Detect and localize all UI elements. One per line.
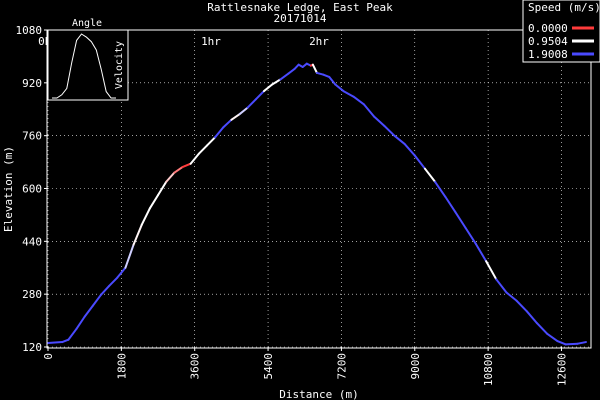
elevation-segment xyxy=(495,278,508,294)
x-tick-label: 10800 xyxy=(482,353,495,386)
elevation-segment xyxy=(444,195,457,214)
elevation-line xyxy=(47,62,587,346)
y-tick-label: 280 xyxy=(22,288,42,301)
elevation-segment xyxy=(287,67,296,75)
y-tick-label: 600 xyxy=(22,183,42,196)
legend-entry-label: 0.9504 xyxy=(528,35,568,48)
legend-box xyxy=(522,0,600,63)
elevation-segment xyxy=(271,78,282,86)
y-tick-label: 920 xyxy=(22,77,42,90)
legend-title: Speed (m/s) xyxy=(528,1,600,14)
elevation-segment xyxy=(576,341,587,345)
elevation-segment xyxy=(525,310,539,325)
elevation-segment xyxy=(393,134,406,145)
elevation-segment xyxy=(148,194,160,210)
inset-velocity-label: Velocity xyxy=(114,41,125,89)
gridlines xyxy=(47,29,590,348)
elevation-segment xyxy=(352,95,365,106)
elevation-segment xyxy=(362,103,376,118)
elevation-segment xyxy=(230,113,241,121)
elevation-segment xyxy=(485,260,498,281)
y-tick-label: 1080 xyxy=(16,24,43,37)
time-tick-label: 1hr xyxy=(201,35,221,48)
y-axis-label: Elevation (m) xyxy=(2,146,15,232)
elevation-segment xyxy=(116,266,127,279)
elevation-segment xyxy=(189,152,200,165)
y-tick-label: 760 xyxy=(22,130,42,143)
inset-box xyxy=(47,29,129,101)
inset-profile-line xyxy=(52,33,116,99)
x-tick-label: 12600 xyxy=(555,353,568,386)
y-tick-label: 120 xyxy=(22,341,42,354)
elevation-segment xyxy=(373,115,386,127)
x-tick-label: 0 xyxy=(42,353,55,360)
elevation-segment xyxy=(536,322,549,335)
legend-entry-label: 0.0000 xyxy=(528,22,568,35)
elevation-segment xyxy=(464,227,477,245)
elevation-segment xyxy=(328,75,337,86)
elevation-segment xyxy=(515,299,528,313)
elevation-segment xyxy=(413,154,426,170)
elevation-segment xyxy=(222,118,233,129)
elevation-segment xyxy=(403,142,416,157)
chart-title: Rattlesnake Ledge, East Peak xyxy=(207,1,393,14)
elevation-segment xyxy=(165,171,176,183)
elevation-segment xyxy=(124,243,135,269)
x-tick-label: 7200 xyxy=(335,353,348,380)
elevation-segment xyxy=(505,291,518,302)
elevation-segment xyxy=(140,207,151,226)
elevation-segment xyxy=(173,166,184,174)
elevation-segment xyxy=(474,242,488,263)
legend-entry-label: 1.9008 xyxy=(528,48,568,61)
time-tick-label: 2hr xyxy=(309,35,329,48)
elevation-segment xyxy=(434,180,447,198)
elevation-segment xyxy=(99,284,111,296)
elevation-segment xyxy=(556,340,567,346)
x-axis-label: Distance (m) xyxy=(279,388,358,400)
elevation-segment xyxy=(564,342,579,346)
elevation-segment xyxy=(315,71,325,76)
elevation-segment xyxy=(181,162,192,169)
elevation-segment xyxy=(262,83,274,93)
elevation-segment xyxy=(205,136,217,147)
angle-inset: Angle Velocity xyxy=(47,18,129,101)
elevation-segment xyxy=(334,83,345,93)
elevation-segment xyxy=(61,338,70,344)
elevation-segment xyxy=(423,167,437,183)
elevation-segment xyxy=(67,327,78,341)
elevation-segment xyxy=(83,304,94,318)
elevation-segment xyxy=(75,315,86,330)
elevation-segment xyxy=(383,124,396,137)
elevation-segment xyxy=(132,223,143,246)
inset-title: Angle xyxy=(72,18,102,29)
y-tick-label: 440 xyxy=(22,235,42,248)
elevation-segment xyxy=(246,98,257,109)
elevation-segment xyxy=(157,180,168,197)
elevation-segment xyxy=(108,276,119,287)
x-tick-label: 1800 xyxy=(115,353,128,380)
elevation-segment xyxy=(214,126,225,139)
elevation-segment xyxy=(311,63,318,74)
x-tick-label: 9000 xyxy=(409,353,422,380)
elevation-segment xyxy=(546,332,559,343)
elevation-segment xyxy=(91,293,102,307)
plot-frame xyxy=(46,29,592,349)
elevation-segment xyxy=(342,90,355,98)
elevation-segment xyxy=(197,144,208,155)
chart-subtitle: 20171014 xyxy=(274,12,327,25)
x-tick-label: 5400 xyxy=(262,353,275,380)
elevation-segment xyxy=(322,73,331,78)
x-tick-label: 3600 xyxy=(189,353,202,380)
elevation-segment xyxy=(279,72,290,81)
elevation-segment xyxy=(454,211,467,230)
elevation-segment xyxy=(254,90,265,101)
elevation-segment xyxy=(238,106,249,116)
elevation-segment xyxy=(47,341,64,345)
